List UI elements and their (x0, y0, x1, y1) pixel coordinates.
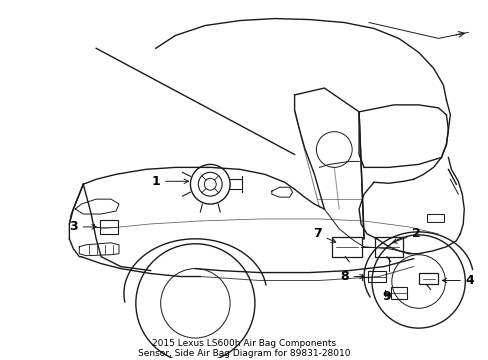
Text: 1: 1 (151, 175, 188, 188)
Text: 2015 Lexus LS600h Air Bag Components: 2015 Lexus LS600h Air Bag Components (152, 339, 336, 348)
Text: 3: 3 (69, 220, 96, 233)
Bar (332, 237, 361, 257)
Bar (426, 214, 444, 222)
Text: 8: 8 (339, 270, 364, 283)
Text: 7: 7 (312, 228, 335, 242)
Text: Sensor, Side Air Bag Diagram for 89831-28010: Sensor, Side Air Bag Diagram for 89831-2… (138, 350, 350, 359)
Bar (390, 287, 406, 300)
Text: 2: 2 (392, 228, 420, 243)
Bar (367, 271, 385, 283)
Text: 4: 4 (442, 274, 474, 287)
Bar (418, 273, 438, 284)
Text: 5: 5 (0, 359, 1, 360)
Bar (100, 220, 118, 234)
Bar (374, 237, 402, 257)
Text: 9: 9 (382, 290, 390, 303)
Text: 6: 6 (0, 359, 1, 360)
